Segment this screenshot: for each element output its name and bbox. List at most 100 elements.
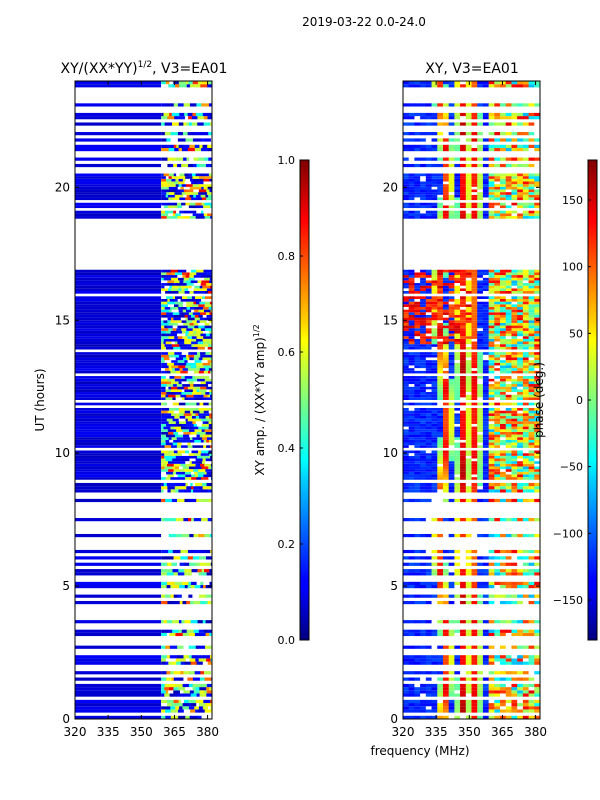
- phase-cell: [471, 569, 478, 573]
- amp-rfi-cell: [166, 671, 171, 675]
- phase-cell: [431, 309, 438, 313]
- phase-cell: [460, 138, 467, 142]
- phase-cbar-tick-label: 0: [576, 394, 583, 407]
- phase-cell: [500, 661, 507, 665]
- phase-cell: [460, 288, 467, 292]
- phase-cell: [454, 426, 461, 430]
- phase-cell: [460, 562, 467, 566]
- amp-rfi-cell: [197, 423, 203, 427]
- phase-cell: [460, 426, 467, 430]
- phase-cell: [505, 163, 512, 168]
- phase-cell: [494, 421, 501, 424]
- amp-rfi-cell: [182, 178, 186, 182]
- phase-cell: [477, 434, 484, 438]
- amp-row-cell: [75, 594, 162, 598]
- amp-rfi-cell: [193, 291, 200, 294]
- amp-rfi-cell: [161, 572, 168, 576]
- amp-rfi-cell: [192, 320, 198, 323]
- phase-cell: [448, 338, 455, 342]
- phase-cell: [534, 314, 540, 318]
- amp-rfi-cell: [161, 632, 168, 637]
- phase-cell: [517, 346, 524, 350]
- amp-rfi-cell: [161, 690, 167, 694]
- phase-cell: [442, 569, 450, 573]
- phase-cell: [494, 386, 501, 390]
- phase-cell: [528, 360, 535, 363]
- phase-cell: [471, 186, 478, 190]
- phase-cell: [500, 655, 507, 659]
- phase-cell: [454, 194, 461, 198]
- phase-cell: [482, 426, 490, 430]
- phase-cell: [448, 703, 455, 707]
- phase-cell: [408, 645, 415, 649]
- amp-rfi-cell: [204, 202, 212, 206]
- amp-rfi-cell: [163, 489, 168, 493]
- amp-rfi-cell: [210, 463, 212, 467]
- phase-cell: [414, 296, 421, 299]
- phase-cell: [425, 658, 432, 662]
- phase-cell: [522, 600, 529, 605]
- phase-cell: [500, 275, 507, 278]
- phase-cell: [488, 402, 495, 406]
- amp-rfi-cell: [191, 413, 197, 416]
- phase-cell: [420, 585, 427, 589]
- phase-cell: [534, 709, 540, 713]
- phase-cell: [425, 415, 432, 419]
- amp-rfi-cell: [210, 338, 212, 342]
- amp-rfi-cell: [209, 280, 212, 284]
- phase-cell: [403, 384, 410, 387]
- phase-cell: [431, 629, 438, 633]
- phase-cell: [511, 288, 518, 292]
- phase-cell: [505, 328, 512, 331]
- phase-cell: [403, 562, 410, 566]
- amp-row-cell: [75, 116, 162, 120]
- phase-cell: [534, 389, 540, 393]
- phase-cell: [420, 600, 427, 605]
- amp-rfi-cell: [195, 655, 204, 659]
- phase-cell: [505, 455, 512, 459]
- amp-rfi-cell: [172, 84, 176, 88]
- amp-rfi-cell: [185, 298, 194, 302]
- phase-cell: [522, 296, 529, 299]
- phase-cell: [505, 344, 512, 347]
- phase-cell: [403, 103, 410, 107]
- phase-cell: [431, 352, 438, 355]
- amp-rfi-cell: [161, 418, 168, 422]
- amp-row-cell: [75, 346, 162, 350]
- phase-cell: [442, 306, 450, 310]
- phase-cell: [448, 328, 455, 331]
- phase-cell: [420, 715, 427, 719]
- phase-cell: [522, 216, 529, 219]
- phase-cell: [431, 384, 438, 387]
- phase-cell: [403, 431, 410, 435]
- phase-cell: [471, 301, 478, 305]
- amp-rfi-cell: [202, 272, 208, 276]
- amp-rfi-cell: [205, 703, 212, 707]
- phase-cell: [517, 658, 524, 662]
- phase-cell: [511, 357, 518, 361]
- phase-cell: [442, 402, 450, 406]
- amp-rfi-cell: [176, 445, 182, 448]
- phase-cell: [522, 376, 529, 379]
- phase-cell: [403, 482, 410, 487]
- phase-cell: [505, 176, 512, 179]
- amp-rfi-cell: [194, 277, 200, 281]
- phase-cell: [454, 661, 461, 665]
- phase-cell: [534, 210, 540, 214]
- phase-cell: [420, 594, 427, 598]
- amp-rfi-cell: [209, 277, 212, 281]
- phase-cell: [482, 81, 490, 85]
- x-tick-label: 365: [163, 725, 186, 739]
- phase-cell: [522, 368, 529, 371]
- phase-cell: [408, 381, 415, 385]
- amp-rfi-cell: [203, 365, 211, 369]
- amp-rfi-cell: [161, 122, 166, 126]
- phase-cell: [414, 397, 421, 400]
- amp-cbar-tick-label: 0.6: [278, 346, 296, 359]
- amp-rfi-cell: [198, 533, 205, 538]
- amp-rfi-cell: [179, 197, 186, 201]
- phase-cell: [442, 600, 450, 605]
- phase-cell: [420, 296, 427, 299]
- phase-cell: [420, 309, 427, 313]
- amp-rfi-cell: [161, 683, 166, 688]
